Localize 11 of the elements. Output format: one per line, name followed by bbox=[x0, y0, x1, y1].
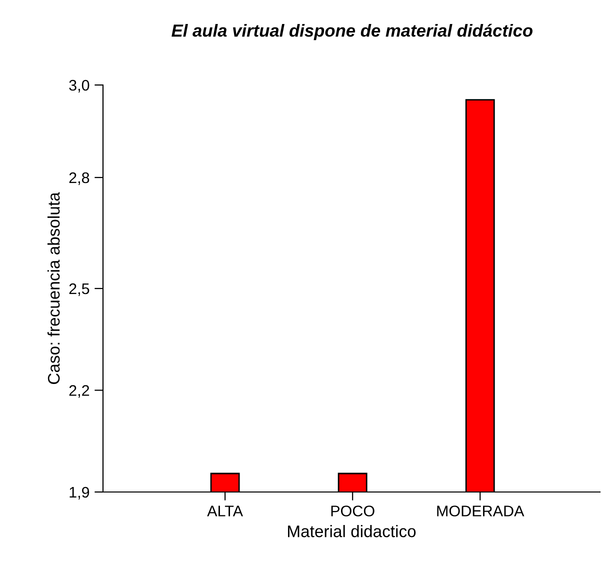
y-tick-label: 2,5 bbox=[69, 283, 90, 296]
x-tick-label: MODERADA bbox=[437, 506, 524, 516]
y-axis-title: Caso: frecuencia absoluta bbox=[47, 192, 60, 384]
chart-title: El aula virtual dispone de material didáctico bbox=[172, 24, 533, 40]
y-tick-label: 1,9 bbox=[70, 486, 90, 500]
y-tick-label: 2,8 bbox=[69, 172, 90, 185]
x-tick-label: ALTA bbox=[207, 506, 243, 516]
x-tick-label: POCO bbox=[331, 506, 374, 516]
y-tick-label: 3,0 bbox=[69, 80, 90, 92]
y-tick-label: 2,2 bbox=[69, 385, 90, 398]
x-axis-title: Material didactico bbox=[288, 524, 416, 538]
